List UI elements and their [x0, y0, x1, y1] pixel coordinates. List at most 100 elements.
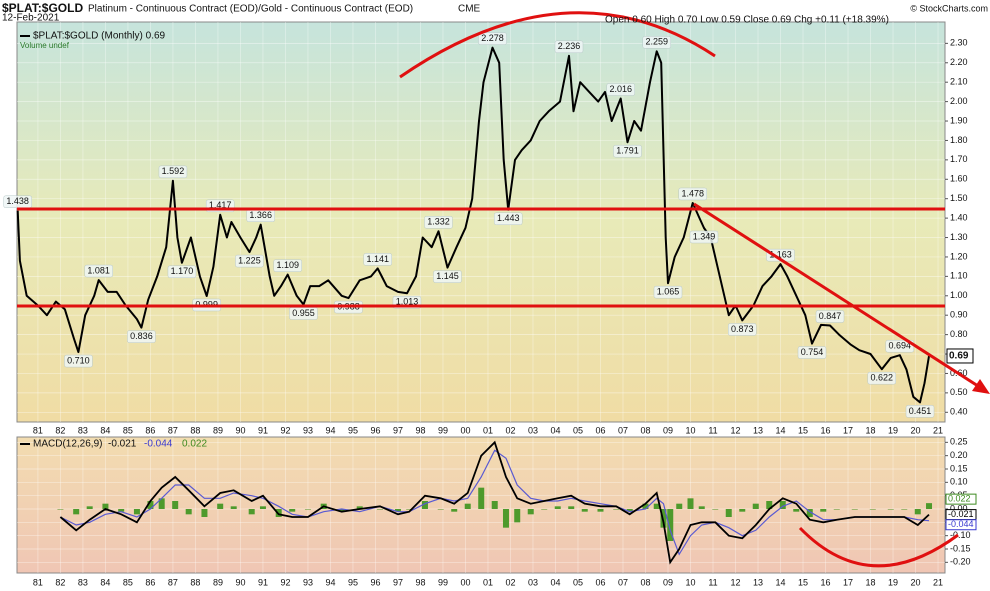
histogram-bar: [901, 509, 908, 510]
x-tick-label: 87: [168, 425, 178, 435]
y-tick-label: 1.60: [950, 174, 968, 184]
annotation-box: [235, 254, 264, 268]
price-panel: [16, 21, 946, 423]
histogram-bar: [739, 509, 746, 512]
histogram-bar: [851, 509, 858, 510]
histogram-bar: [806, 509, 813, 517]
y-tick-label: 1.10: [950, 271, 968, 281]
annotation-label: 0.694: [889, 341, 912, 351]
x-tick-label: 00: [460, 425, 470, 435]
annotation-label: 1.145: [436, 271, 459, 281]
histogram-bar: [147, 501, 154, 509]
x-tick-label: 06: [595, 425, 605, 435]
annotation-label: 1.141: [366, 254, 389, 264]
x-tick-label: 93: [303, 577, 313, 587]
trend-line: [693, 202, 979, 388]
annotation-label: 1.225: [238, 255, 261, 265]
histogram-bar: [833, 509, 840, 510]
x-tick-label: 98: [415, 425, 425, 435]
annotation-box: [84, 264, 113, 278]
last-value: 0.69: [949, 351, 969, 362]
histogram-bar: [86, 506, 93, 509]
last-value-box: [945, 493, 977, 505]
x-tick-label: 83: [78, 425, 88, 435]
y-tick-label: -0.20: [950, 557, 971, 567]
annotation-box: [867, 371, 897, 385]
annotation-label: 2.236: [558, 41, 581, 51]
annotation-label: 1.081: [87, 265, 110, 275]
annotation-box: [273, 259, 302, 272]
annotation-box: [493, 212, 523, 226]
x-tick-label: 10: [685, 425, 695, 435]
x-tick-label: 01: [483, 425, 493, 435]
bottom-arc: [798, 526, 959, 568]
histogram-bar: [406, 509, 413, 510]
y-tick-label: 1.20: [950, 251, 968, 261]
x-tick-label: 13: [753, 577, 763, 587]
y-tick-label: 1.90: [950, 115, 968, 125]
histogram-bar: [304, 509, 311, 510]
x-tick-label: 10: [685, 577, 695, 587]
x-tick-label: 05: [573, 425, 583, 435]
annotation-label: 1.349: [693, 231, 716, 241]
annotation-label: 1.013: [396, 297, 419, 307]
annotation-box: [606, 83, 635, 96]
x-tick-label: 93: [303, 425, 313, 435]
histogram-bar: [478, 487, 485, 509]
x-tick-label: 97: [393, 425, 403, 435]
histogram-bar: [597, 509, 604, 512]
x-tick-label: 03: [528, 425, 538, 435]
plot-layer: 0.400.500.600.700.800.901.001.101.201.30…: [3, 22, 977, 587]
x-tick-label: 08: [640, 577, 650, 587]
y-tick-label: -0.15: [950, 543, 971, 553]
x-tick-label: 89: [213, 577, 223, 587]
histogram-bar: [201, 509, 208, 517]
x-tick-label: 91: [258, 577, 268, 587]
histogram-bar: [248, 509, 255, 515]
annotation-label: 0.955: [292, 308, 315, 318]
histogram-bar: [676, 503, 683, 509]
top-arc: [399, 11, 716, 79]
y-tick-label: 0.10: [950, 477, 968, 487]
histogram-bar: [118, 509, 125, 512]
annotation-box: [424, 216, 453, 229]
annotation-label: 1.443: [497, 213, 520, 223]
macd-label: MACD(12,26,9): [33, 439, 102, 450]
x-tick-label: 18: [866, 425, 876, 435]
y-tick-label: 0.40: [950, 407, 968, 417]
histogram-bar: [653, 503, 660, 509]
x-tick-label: 13: [753, 425, 763, 435]
annotation-label: 0.710: [67, 355, 90, 365]
histogram-bar: [451, 509, 458, 512]
y-tick-label: 1.50: [950, 193, 968, 203]
histogram-bar: [491, 501, 498, 509]
x-tick-label: 11: [708, 425, 717, 435]
y-tick-label: 0.25: [950, 437, 968, 447]
x-tick-label: 06: [595, 577, 605, 587]
histogram-bar: [289, 509, 296, 512]
x-tick-label: 89: [213, 425, 223, 435]
histogram-bar: [541, 509, 548, 510]
histogram-bar: [626, 509, 633, 512]
annotation-label: 1.791: [616, 146, 639, 156]
annotation-box: [653, 285, 683, 299]
x-tick-label: 16: [821, 425, 831, 435]
credit: © StockCharts.com: [910, 3, 988, 13]
annotation-label: 1.438: [6, 196, 29, 206]
histogram-bar: [613, 509, 620, 510]
histogram-bar: [554, 506, 561, 509]
annotation-label: 0.622: [871, 373, 894, 383]
x-tick-label: 84: [100, 577, 110, 587]
histogram-bar: [217, 503, 224, 509]
signal-value: -0.044: [144, 439, 173, 450]
histogram-bar: [712, 509, 719, 510]
x-tick-label: 05: [573, 577, 583, 587]
annotation-box: [815, 310, 845, 323]
red-annotations: [17, 11, 990, 568]
histogram-bar: [102, 503, 109, 509]
annotation-label: 1.332: [427, 217, 450, 227]
x-tick-label: 83: [78, 577, 88, 587]
histogram-bar: [581, 509, 588, 512]
y-tick-label: 2.00: [950, 96, 968, 106]
